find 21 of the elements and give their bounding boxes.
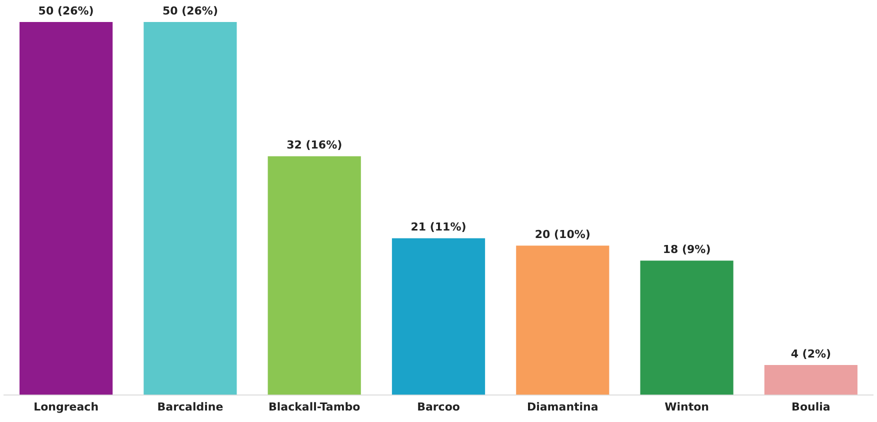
x-tick-label: Blackall-Tambo — [268, 400, 361, 414]
bar — [764, 364, 858, 395]
bar — [268, 156, 361, 395]
data-label: 4 (2%) — [790, 347, 832, 360]
x-tick-label: Diamantina — [526, 400, 598, 414]
data-label: 18 (9%) — [662, 242, 711, 256]
data-label: 50 (26%) — [162, 4, 218, 18]
x-tick-label: Barcaldine — [157, 400, 224, 414]
bar — [20, 22, 113, 395]
data-label: 21 (11%) — [410, 220, 466, 234]
bar — [640, 260, 734, 395]
x-tick-label: Winton — [664, 400, 709, 414]
bar — [392, 238, 486, 395]
bar — [516, 246, 610, 395]
data-label: 50 (26%) — [38, 4, 94, 18]
data-label: 20 (10%) — [534, 228, 590, 242]
x-tick-label: Longreach — [34, 400, 99, 414]
data-label: 32 (16%) — [286, 138, 342, 152]
bar — [144, 22, 237, 395]
x-tick-label: Boulia — [792, 400, 830, 414]
x-tick-label: Barcoo — [417, 400, 460, 414]
